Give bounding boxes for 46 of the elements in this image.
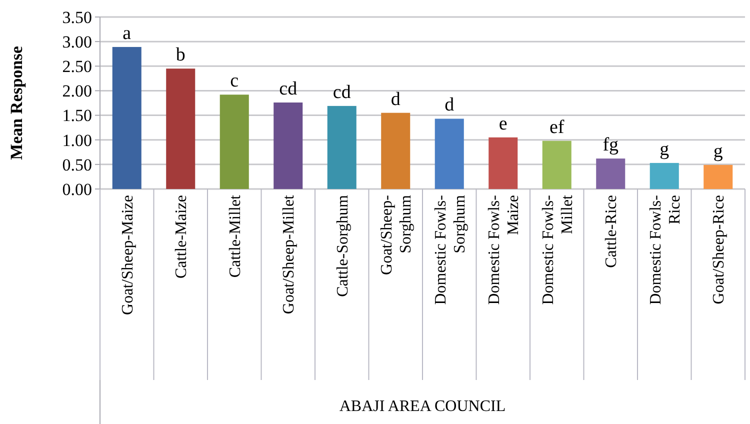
y-tick-label: 3.00 [62, 32, 92, 52]
y-tick-label: 0.50 [62, 155, 92, 174]
y-axis-title: Mean Response [7, 46, 26, 160]
bar [166, 68, 196, 189]
bar [220, 94, 249, 189]
y-tick-label: 3.50 [62, 8, 92, 27]
x-tick-label: Domestic Fowls-Rice [647, 195, 684, 305]
annotation: cd [332, 82, 352, 103]
x-tick-label: Cattle-Rice [603, 195, 620, 268]
annotation: c [230, 70, 239, 92]
annotation: d [390, 88, 401, 110]
y-tick-label: 2.50 [62, 57, 92, 76]
x-tick-label: Cattle-Millet [226, 194, 244, 278]
bar [434, 118, 464, 189]
annotation: g [713, 140, 724, 162]
x-tick-label: Goat/Sheep-Millet [280, 194, 298, 314]
annotation: fg [602, 134, 620, 156]
y-tick-label: 1.50 [62, 106, 92, 126]
annotation: b [176, 44, 186, 66]
x-tick-label: Domestic Fowls-Millet [540, 194, 576, 305]
bar [112, 46, 142, 189]
y-tick-label: 0.00 [62, 180, 92, 199]
bar [650, 162, 679, 189]
bar [274, 102, 303, 189]
annotation: a [122, 22, 132, 44]
x-tick-label: Domestic Fowls-Sorghum [432, 194, 468, 305]
bar [381, 112, 410, 189]
annotation: e [498, 113, 508, 134]
annotation: cd [279, 78, 298, 100]
bar [327, 106, 356, 189]
annotation: g [660, 138, 670, 160]
bar [596, 158, 626, 189]
y-tick-label: 1.00 [62, 130, 92, 150]
annotation: ef [549, 116, 565, 138]
y-tick-label: 2.00 [62, 82, 92, 101]
bar [542, 140, 572, 189]
bar [488, 137, 518, 189]
annotation: d [444, 94, 455, 116]
x-tick-label: Cattle-Maize [173, 195, 190, 279]
x-tick-label: Goat/Sheep-Rice [710, 195, 728, 304]
x-tick-label: Goat/Sheep-Maize [119, 195, 136, 315]
text: ABAJI AREA COUNCIL [339, 398, 506, 415]
x-tick-label: Goat/Sheep-Sorghum [378, 194, 415, 275]
x-tick-label: Cattle-Sorghum [334, 194, 352, 297]
bar [704, 164, 733, 189]
x-tick-label: Domestic Fowls-Maize [486, 195, 522, 305]
